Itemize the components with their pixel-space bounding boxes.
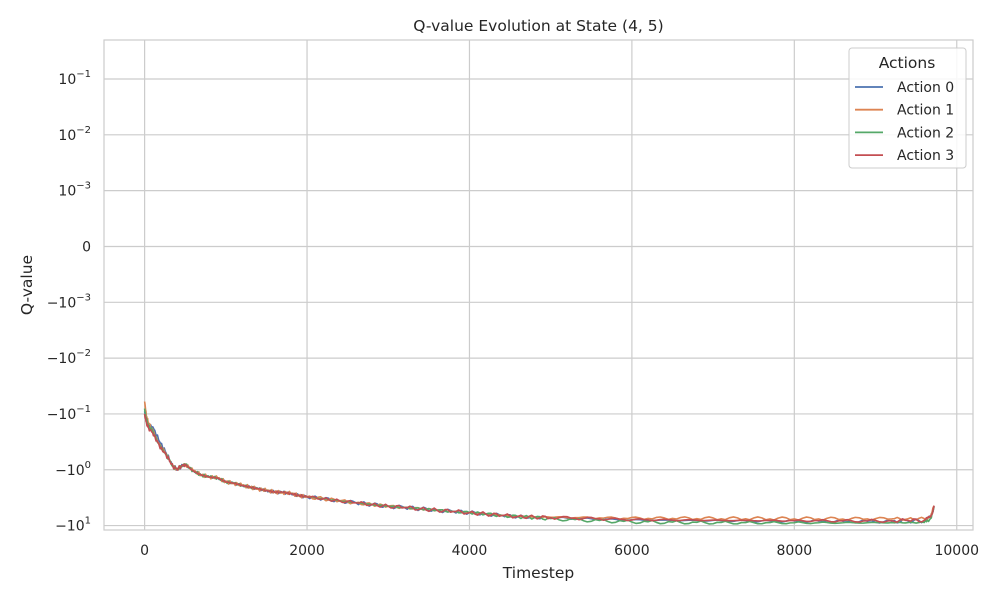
- y-tick-label: 0: [82, 239, 91, 255]
- y-tick-label: 10−1: [58, 69, 91, 88]
- plot-area: [104, 40, 973, 530]
- legend-label: Action 0: [897, 80, 954, 96]
- y-tick-label: −10−2: [47, 348, 91, 367]
- chart-title: Q-value Evolution at State (4, 5): [413, 17, 663, 35]
- x-tick-labels: 0 2000 4000 6000 8000 10000: [140, 543, 979, 559]
- y-tick-label: −101: [55, 516, 91, 535]
- legend-title: Actions: [879, 54, 936, 72]
- x-tick-label: 8000: [777, 543, 813, 559]
- plot-frame: [103, 39, 974, 531]
- legend: Actions Action 0 Action 1 Action 2 Action 3: [848, 47, 967, 169]
- x-tick-label: 0: [140, 543, 149, 559]
- x-tick-label: 4000: [452, 543, 488, 559]
- y-tick-label: −100: [55, 460, 91, 479]
- x-axis-label: Timestep: [502, 564, 574, 582]
- legend-label: Action 3: [897, 148, 954, 164]
- legend-label: Action 2: [897, 125, 954, 141]
- legend-box: [848, 47, 967, 169]
- series-line-3: [143, 413, 935, 523]
- y-tick-labels: 10−1 10−2 10−3 0 −10−3 −10−2 −10−1 −100 −101: [47, 69, 91, 535]
- grid-lines: [104, 40, 973, 530]
- y-tick-label: −10−3: [47, 292, 91, 311]
- y-tick-label: 10−3: [58, 181, 91, 200]
- x-tick-label: 6000: [614, 543, 650, 559]
- legend-items: Action 0 Action 1 Action 2 Action 3: [855, 80, 954, 164]
- y-axis-label: Q-value: [18, 255, 36, 315]
- y-tick-label: −10−1: [47, 404, 91, 423]
- x-tick-label: 10000: [934, 543, 979, 559]
- x-tick-label: 2000: [289, 543, 325, 559]
- series-lines: [143, 401, 935, 525]
- legend-label: Action 1: [897, 103, 954, 119]
- y-tick-label: 10−2: [58, 125, 91, 144]
